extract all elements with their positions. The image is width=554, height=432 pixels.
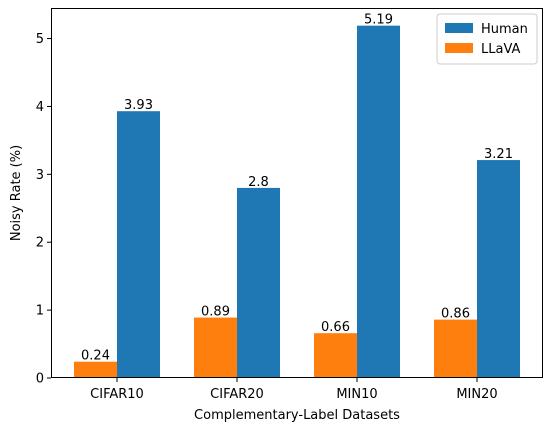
x-tick-label: CIFAR10 — [90, 387, 144, 402]
y-tick-label: 1 — [36, 304, 44, 319]
y-tick-label: 5 — [36, 32, 44, 47]
legend-label-llava: LLaVA — [481, 42, 521, 57]
data-label-human-min20: 3.21 — [484, 147, 513, 162]
y-tick-label: 4 — [36, 100, 44, 115]
data-labels-layer: 0.24 3.93 0.89 2.8 0.66 5.19 0.86 3.21 — [81, 13, 513, 364]
x-tick-label: MIN20 — [456, 387, 497, 402]
bar-human-cifar10 — [117, 111, 160, 378]
bar-llava-cifar10 — [74, 361, 117, 378]
bars-layer — [74, 25, 520, 379]
y-axis: 0 1 2 3 4 5 — [36, 32, 51, 387]
y-tick-label: 3 — [36, 168, 44, 183]
bar-llava-cifar20 — [194, 317, 237, 378]
legend-swatch-llava — [445, 43, 473, 53]
legend: Human LLaVA — [436, 13, 538, 65]
y-tick-label: 2 — [36, 236, 44, 251]
data-label-human-cifar20: 2.8 — [248, 175, 269, 190]
data-label-llava-min20: 0.86 — [441, 307, 470, 322]
y-axis-label: Noisy Rate (%) — [9, 145, 24, 241]
x-axis-label: Complementary-Label Datasets — [194, 408, 400, 423]
y-tick-label: 0 — [36, 372, 44, 387]
bar-human-cifar20 — [237, 187, 280, 378]
data-label-human-cifar10: 3.93 — [124, 98, 153, 113]
data-label-llava-cifar20: 0.89 — [201, 305, 230, 320]
bar-human-min10 — [357, 25, 400, 379]
x-tick-label: MIN10 — [336, 387, 377, 402]
data-label-llava-cifar10: 0.24 — [81, 349, 110, 364]
legend-swatch-human — [445, 23, 473, 33]
x-tick-label: CIFAR20 — [210, 387, 264, 402]
bar-llava-min20 — [434, 319, 477, 378]
bar-human-min20 — [477, 160, 520, 378]
plot-frame — [51, 8, 543, 378]
data-label-llava-min10: 0.66 — [321, 320, 350, 335]
data-label-human-min10: 5.19 — [364, 13, 393, 28]
bar-llava-min10 — [314, 333, 357, 378]
legend-label-human: Human — [481, 22, 528, 37]
x-axis: CIFAR10 CIFAR20 MIN10 MIN20 — [90, 378, 498, 402]
